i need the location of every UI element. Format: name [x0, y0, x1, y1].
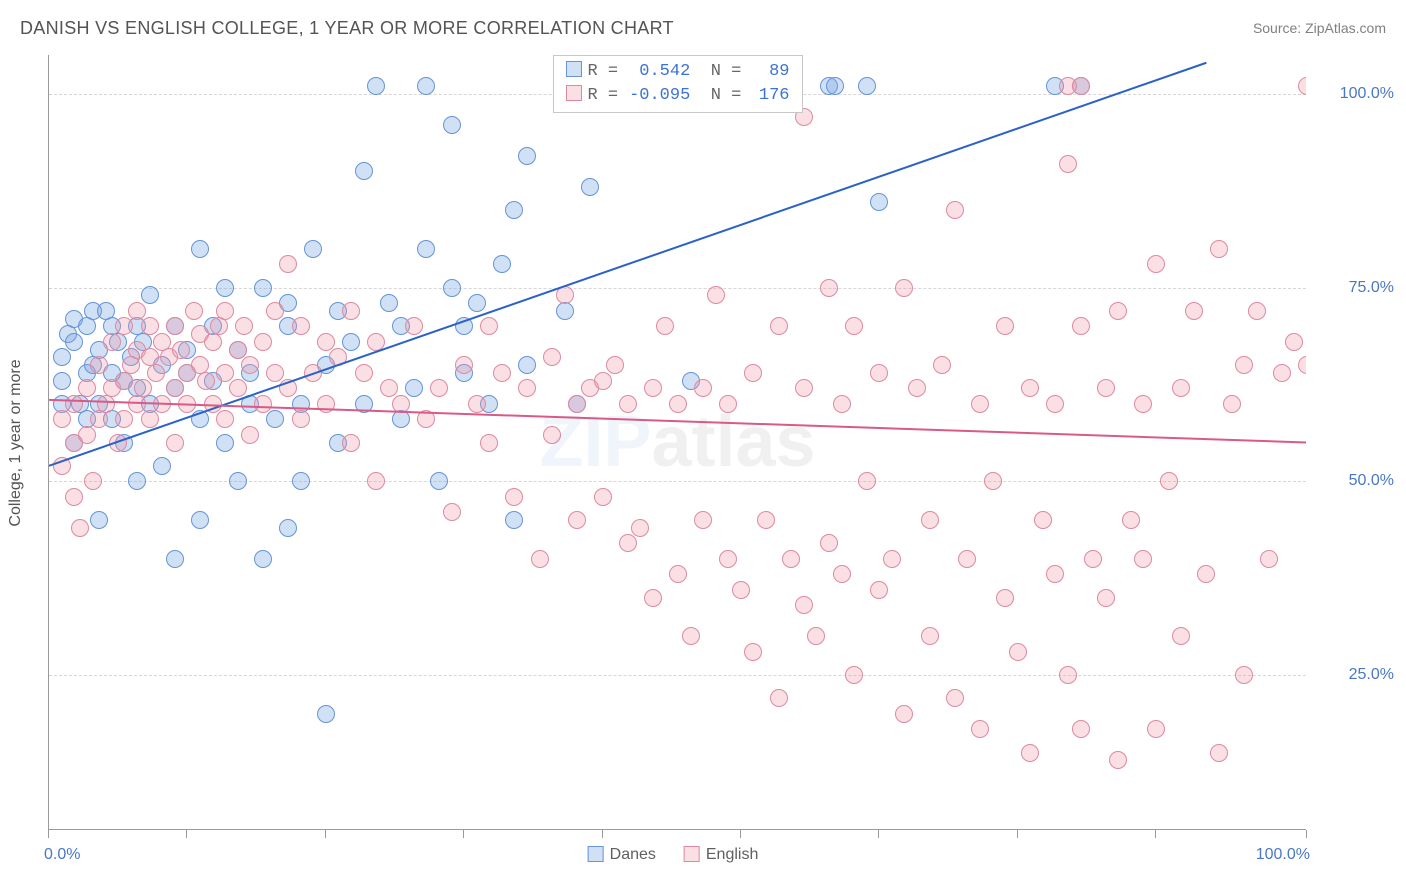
plot-container: College, 1 year or more ZIPatlas R = 0.5… — [48, 55, 1306, 830]
legend-swatch — [684, 846, 700, 862]
y-tick-label: 25.0% — [1314, 666, 1394, 684]
legend-row: R = -0.095 N = 176 — [565, 84, 789, 108]
legend-swatch — [588, 846, 604, 862]
x-tick-label-max: 100.0% — [1256, 846, 1310, 864]
y-axis-title: College, 1 year or more — [7, 359, 25, 526]
y-tick-label: 100.0% — [1314, 85, 1394, 103]
legend-label: Danes — [610, 846, 656, 863]
x-tick — [740, 830, 741, 838]
chart-title: DANISH VS ENGLISH COLLEGE, 1 YEAR OR MOR… — [20, 18, 674, 39]
x-tick — [463, 830, 464, 838]
trend-lines — [49, 55, 1306, 830]
x-tick — [1155, 830, 1156, 838]
x-tick — [325, 830, 326, 838]
x-tick — [602, 830, 603, 838]
x-tick — [1017, 830, 1018, 838]
legend-row: R = 0.542 N = 89 — [565, 60, 789, 84]
x-tick-label-min: 0.0% — [44, 846, 80, 864]
plot-area: ZIPatlas R = 0.542 N = 89R = -0.095 N = … — [48, 55, 1306, 830]
x-tick — [878, 830, 879, 838]
y-tick-label: 75.0% — [1314, 279, 1394, 297]
source-credit: Source: ZipAtlas.com — [1253, 20, 1386, 36]
y-tick-label: 50.0% — [1314, 472, 1394, 490]
legend-label: English — [706, 846, 758, 863]
x-tick — [186, 830, 187, 838]
series-legend: Danes English — [578, 846, 777, 864]
x-tick — [48, 830, 49, 838]
correlation-legend: R = 0.542 N = 89R = -0.095 N = 176 — [552, 55, 802, 113]
x-tick — [1306, 830, 1307, 838]
